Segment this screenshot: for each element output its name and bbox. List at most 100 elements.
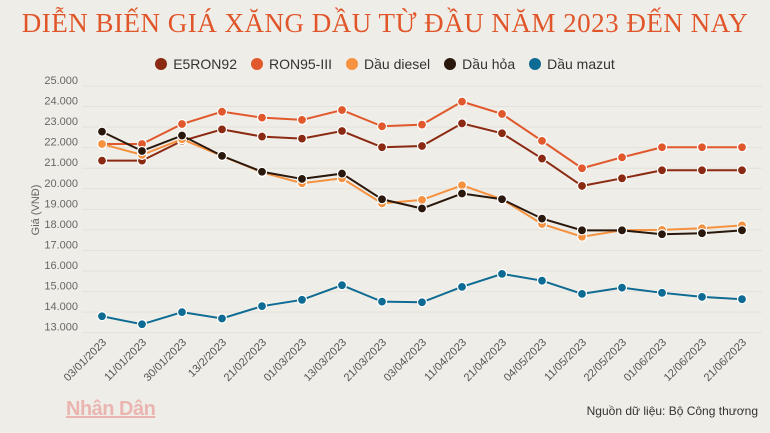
data-point <box>536 275 548 286</box>
y-tick-label: 22.000 <box>44 137 78 149</box>
data-point <box>576 225 588 236</box>
legend-item: Dầu mazut <box>529 56 615 72</box>
data-point <box>216 313 228 324</box>
data-point <box>696 165 708 176</box>
data-point <box>576 163 588 174</box>
data-point <box>416 194 428 205</box>
legend-item: E5RON92 <box>155 56 237 72</box>
data-point <box>256 166 268 177</box>
data-point <box>656 287 668 298</box>
nhan-dan-logo: Nhân Dân <box>66 398 156 420</box>
data-point <box>296 294 308 305</box>
data-point <box>536 135 548 146</box>
data-point <box>496 194 508 205</box>
series-ron95-iii <box>96 96 748 174</box>
y-tick-label: 21.000 <box>44 157 78 169</box>
y-tick-label: 24.000 <box>44 96 78 108</box>
data-point <box>616 173 628 184</box>
data-point <box>496 108 508 120</box>
x-tick-label: 21/06/2023 <box>702 337 749 384</box>
data-point <box>656 165 668 176</box>
data-point <box>296 133 308 144</box>
legend-marker <box>155 58 168 70</box>
y-tick-label: 14.000 <box>44 301 78 313</box>
data-point <box>416 297 428 308</box>
data-point <box>136 145 148 157</box>
data-point <box>696 142 708 153</box>
data-point <box>216 106 228 117</box>
data-point <box>96 138 108 150</box>
data-source: Nguồn dữ liệu: Bộ Công thương <box>586 404 758 418</box>
data-point <box>376 121 388 132</box>
legend-marker <box>251 58 263 70</box>
legend-marker <box>346 58 359 70</box>
data-point <box>416 119 428 130</box>
data-point <box>176 118 188 130</box>
legend: E5RON92 RON95-III Dầu diesel Dầu hỏa Dầu maz… <box>0 56 770 72</box>
data-point <box>736 165 748 176</box>
y-tick-label: 23.000 <box>44 116 78 128</box>
data-point <box>256 131 268 142</box>
legend-label: Dầu mazut <box>547 56 615 72</box>
x-tick-label: 04/05/2023 <box>502 337 549 384</box>
data-point <box>496 128 508 139</box>
data-point <box>336 104 348 116</box>
data-point <box>96 155 108 166</box>
data-point <box>456 281 468 292</box>
x-tick-label: 30/01/2023 <box>142 337 189 384</box>
x-tick-label: 03/01/2023 <box>62 337 109 384</box>
legend-label: Dầu hỏa <box>462 56 516 72</box>
data-point <box>736 225 748 236</box>
data-point <box>376 194 388 205</box>
y-tick-label: 17.000 <box>44 239 78 251</box>
series-line <box>102 100 742 170</box>
x-tick-label: 03/04/2023 <box>382 337 429 384</box>
data-point <box>456 96 468 107</box>
data-point <box>656 229 668 240</box>
data-point <box>696 291 708 303</box>
chart-title: DIỄN BIẾN GIÁ XĂNG DẦU TỪ ĐẦU NĂM 2023 Đ… <box>21 8 749 38</box>
series-d-u-mazut <box>96 268 748 330</box>
data-point <box>96 311 108 322</box>
y-tick-label: 20.000 <box>44 178 78 190</box>
legend-label: RON95-III <box>269 56 333 72</box>
data-point <box>456 118 468 129</box>
data-point <box>376 142 388 153</box>
data-point <box>376 296 388 307</box>
data-point <box>416 140 428 152</box>
data-point <box>336 280 348 291</box>
legend-label: Dầu diesel <box>364 56 431 72</box>
data-point <box>696 228 708 239</box>
data-point <box>736 142 748 153</box>
series-line <box>102 122 742 187</box>
data-point <box>576 180 588 192</box>
y-tick-label: 13.000 <box>44 322 78 334</box>
data-point <box>176 307 188 318</box>
data-point <box>216 124 228 135</box>
data-point <box>616 152 628 163</box>
legend-item: RON95-III <box>251 56 332 72</box>
legend-marker <box>529 58 542 70</box>
data-point <box>176 130 188 141</box>
data-point <box>336 168 348 179</box>
series-d-u-h-a <box>96 126 748 240</box>
data-point <box>256 112 268 123</box>
data-point <box>496 268 508 280</box>
series-e5ron92 <box>96 118 748 192</box>
data-point <box>616 225 628 236</box>
y-tick-label: 16.000 <box>44 260 78 272</box>
data-point <box>336 125 348 137</box>
y-tick-label: 19.000 <box>44 198 78 210</box>
data-point <box>736 294 748 305</box>
data-point <box>96 126 108 137</box>
data-point <box>416 203 428 214</box>
y-tick-label: 15.000 <box>44 281 78 293</box>
data-point <box>616 282 628 293</box>
data-point <box>256 301 268 312</box>
data-point <box>656 142 668 153</box>
data-point <box>216 150 228 161</box>
series-line <box>101 138 743 238</box>
data-point <box>536 153 548 164</box>
legend-marker <box>444 58 457 70</box>
